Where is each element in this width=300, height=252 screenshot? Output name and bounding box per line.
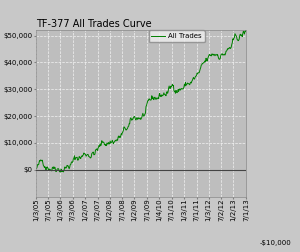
Text: TF-377 All Trades Curve: TF-377 All Trades Curve xyxy=(36,19,152,29)
All Trades xyxy=(186,82,190,85)
All Trades xyxy=(118,135,122,138)
All Trades xyxy=(60,170,64,173)
All Trades xyxy=(244,28,248,31)
Text: -$10,000: -$10,000 xyxy=(259,240,291,246)
All Trades xyxy=(103,143,107,146)
All Trades xyxy=(167,86,170,89)
All Trades xyxy=(188,83,191,86)
Line: All Trades: All Trades xyxy=(36,29,246,172)
Legend: All Trades: All Trades xyxy=(149,30,205,42)
All Trades xyxy=(58,171,62,174)
All Trades xyxy=(34,167,38,170)
